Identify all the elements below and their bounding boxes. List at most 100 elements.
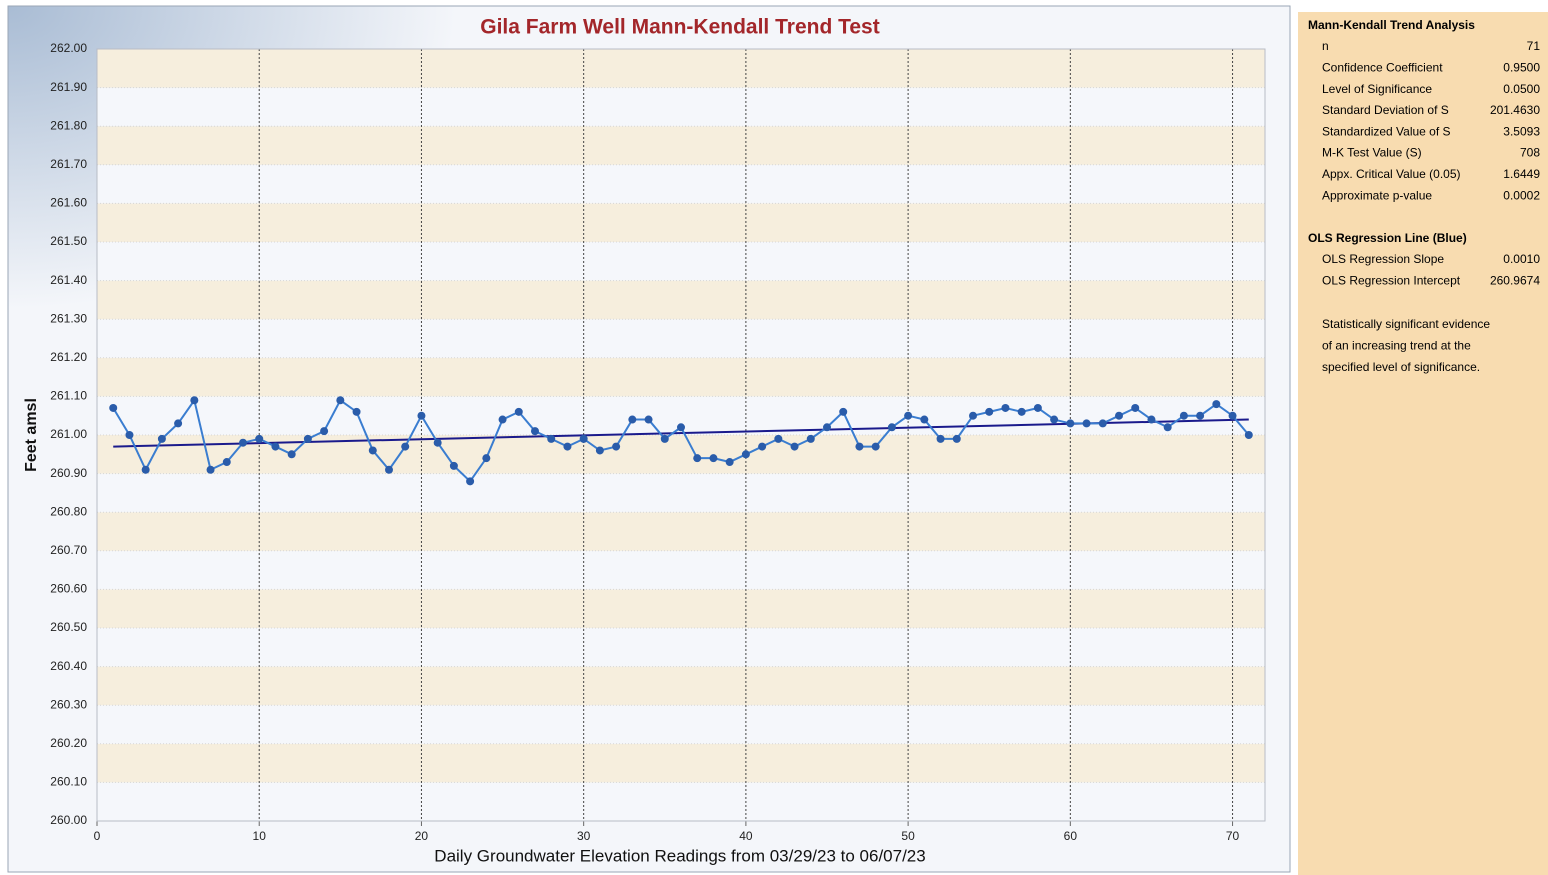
data-point — [1066, 419, 1075, 428]
y-tick-label: 260.10 — [50, 775, 87, 789]
data-point — [1196, 411, 1205, 420]
data-point — [498, 415, 507, 424]
data-point — [1212, 400, 1221, 409]
y-tick-label: 261.70 — [50, 157, 87, 171]
data-point — [709, 454, 718, 463]
data-point — [174, 419, 183, 428]
data-point — [871, 442, 880, 451]
data-point — [531, 427, 539, 436]
band — [97, 550, 1265, 590]
y-tick-label: 260.30 — [50, 697, 87, 711]
y-tick-label: 260.80 — [50, 504, 87, 518]
stat-label: OLS Regression Intercept — [1322, 274, 1461, 288]
data-point — [547, 434, 556, 443]
stat-label: M-K Test Value (S) — [1322, 146, 1422, 160]
data-point — [1147, 415, 1156, 424]
stat-value: 0.0500 — [1503, 82, 1540, 96]
y-tick-label: 260.90 — [50, 466, 87, 480]
stats-panel — [1298, 12, 1548, 875]
panel-text: Mann-Kendall Trend Analysis n 71 Confidence… — [1308, 18, 1540, 374]
data-point — [255, 434, 264, 443]
y-tick-label: 261.60 — [50, 196, 87, 210]
data-point — [1098, 419, 1107, 428]
data-point — [320, 427, 329, 436]
data-point — [190, 396, 199, 405]
stat-label: n — [1322, 39, 1329, 53]
band — [97, 87, 1265, 127]
data-point — [239, 438, 247, 447]
data-point — [401, 442, 410, 451]
band — [97, 628, 1265, 667]
data-point — [887, 423, 896, 432]
data-point — [1163, 423, 1172, 432]
y-tick-label: 261.50 — [50, 234, 87, 248]
data-point — [823, 423, 831, 432]
data-point — [157, 434, 166, 443]
band — [97, 473, 1265, 513]
stat-value: 3.5093 — [1503, 124, 1540, 138]
band — [97, 203, 1265, 242]
plot-border — [96, 48, 1266, 822]
band — [97, 126, 1265, 165]
data-point — [741, 450, 750, 459]
y-tick-label: 260.40 — [50, 659, 87, 673]
y-tick-label: 260.60 — [50, 582, 87, 596]
data-point — [109, 403, 118, 412]
y-tick-label: 261.40 — [50, 273, 87, 287]
y-tick-label: 261.30 — [50, 311, 87, 325]
data-point — [904, 411, 913, 420]
data-point — [855, 442, 864, 451]
data-point — [385, 465, 393, 474]
band — [97, 666, 1265, 706]
band — [97, 319, 1265, 358]
band — [97, 589, 1265, 628]
band — [97, 49, 1265, 88]
data-point — [563, 442, 572, 451]
data-point — [1115, 411, 1123, 420]
data-point — [1082, 419, 1091, 428]
y-tick-label: 261.80 — [50, 118, 87, 132]
data-point — [1050, 415, 1059, 424]
data-point — [660, 434, 669, 443]
band — [97, 743, 1265, 783]
data-point — [125, 431, 134, 439]
band — [97, 280, 1265, 320]
x-tick-label: 50 — [901, 829, 915, 843]
data-point — [774, 434, 783, 443]
y-tick-label: 260.50 — [50, 620, 87, 634]
data-point — [1131, 403, 1140, 412]
data-point — [790, 442, 799, 451]
data-point — [417, 411, 426, 420]
y-axis-label: Feet amsl — [23, 398, 40, 472]
data-point — [287, 450, 296, 459]
y-tick-label: 260.70 — [50, 543, 87, 557]
data-point — [1017, 407, 1026, 416]
stat-value: 1.6449 — [1503, 167, 1540, 181]
stat-value: 260.9674 — [1490, 274, 1540, 288]
x-tick-label: 40 — [739, 829, 753, 843]
stat-value: 0.9500 — [1503, 60, 1540, 74]
band — [97, 242, 1265, 281]
y-tick-label: 262.00 — [50, 41, 87, 55]
x-tick-label: 30 — [577, 829, 591, 843]
data-point — [579, 434, 588, 443]
chart-title: Gila Farm Well Mann-Kendall Trend Test — [480, 16, 879, 39]
stat-value: 708 — [1520, 146, 1540, 160]
y-tick-label: 261.20 — [50, 350, 87, 364]
data-point — [222, 458, 231, 467]
data-point — [482, 454, 491, 463]
x-tick-label: 0 — [94, 829, 101, 843]
data-point — [433, 438, 442, 447]
data-point — [336, 396, 345, 405]
data-point — [449, 461, 458, 470]
data-point — [466, 477, 475, 486]
stat-value: 0.0010 — [1503, 252, 1540, 266]
data-point — [612, 442, 621, 451]
x-tick-label: 60 — [1064, 829, 1078, 843]
data-point — [628, 415, 637, 424]
stat-label: OLS Regression Slope — [1322, 252, 1444, 266]
regression-line — [113, 418, 1249, 448]
band — [97, 782, 1265, 821]
data-point — [1033, 403, 1042, 412]
